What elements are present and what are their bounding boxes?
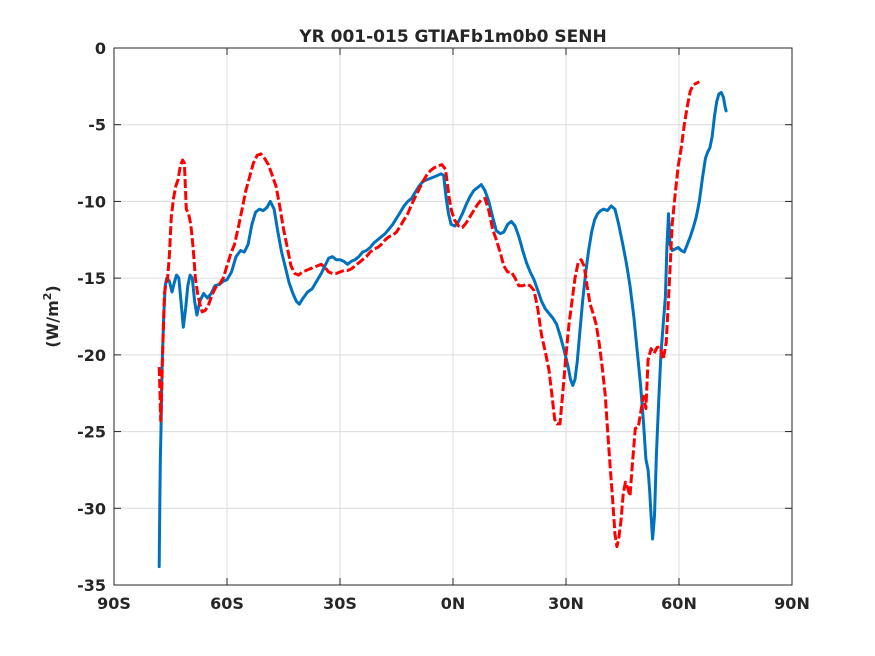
- series-layer: [157, 80, 728, 569]
- x-tick-label: 0N: [441, 594, 466, 613]
- y-tick-label: -15: [77, 269, 106, 288]
- y-tick-label: -25: [77, 423, 106, 442]
- chart-title: YR 001-015 GTIAFb1m0b0 SENH: [298, 27, 606, 47]
- x-tick-label: 90S: [97, 594, 131, 613]
- grid-lines: [113, 47, 793, 586]
- y-tick-label: -10: [77, 192, 106, 211]
- y-axis-label-superscript: 2: [41, 293, 54, 301]
- axis-ticks: 90S 60S 30S 0N 30N 60N 90N 0 -5 -10 -15 -20 -25 -30 -3…: [77, 39, 810, 613]
- y-axis-label: (W/m2): [41, 285, 62, 347]
- y-tick-label: -30: [77, 499, 106, 518]
- y-tick-label: -5: [88, 116, 106, 135]
- series-line-2: [157, 80, 700, 549]
- y-tick-label: 0: [95, 39, 106, 58]
- x-tick-label: 60S: [210, 594, 244, 613]
- x-tick-label: 90N: [774, 594, 810, 613]
- y-tick-label: -20: [77, 346, 106, 365]
- x-tick-label: 30N: [548, 594, 584, 613]
- y-axis-label-close: ): [43, 285, 62, 292]
- y-tick-label: -35: [77, 576, 106, 595]
- x-tick-label: 60N: [661, 594, 697, 613]
- y-axis-label-base: (W/m: [43, 300, 62, 347]
- x-tick-label: 30S: [323, 594, 357, 613]
